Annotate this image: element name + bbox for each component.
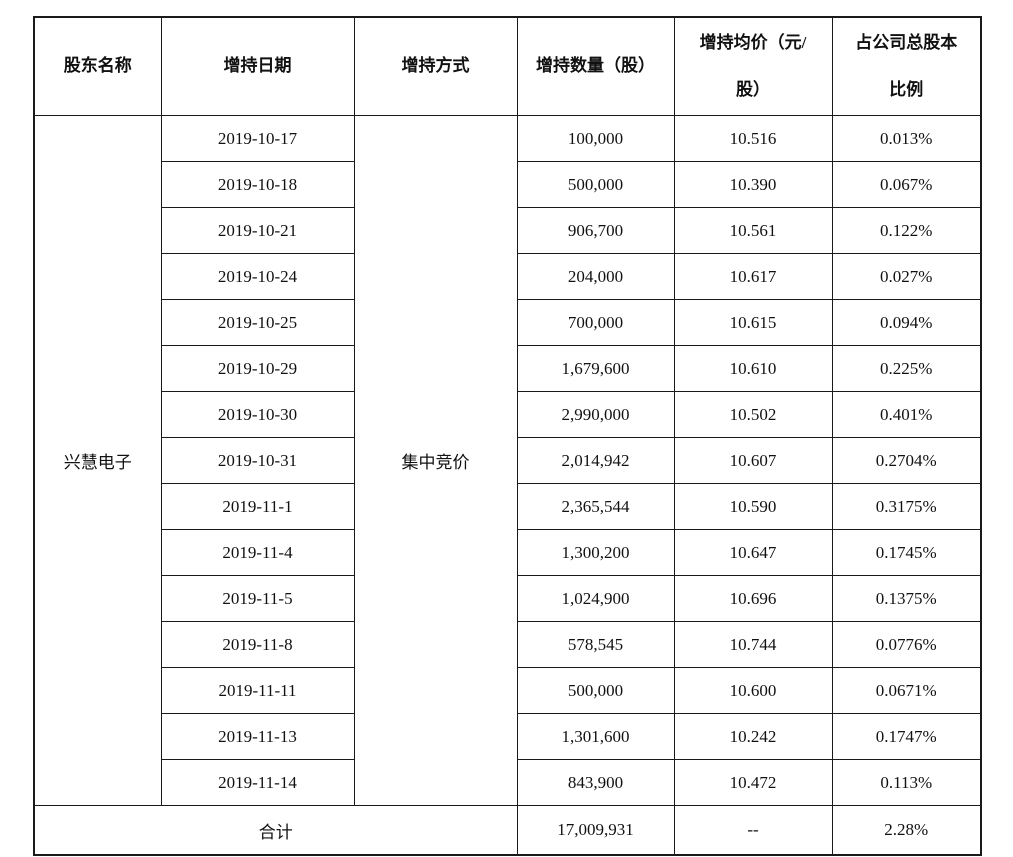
header-purchase-method: 增持方式 [353,16,518,116]
table-row: 2019-10-18 500,000 10.390 0.067% [34,161,982,208]
avg-price-cell: 10.600 [673,667,833,714]
avg-price-cell: 10.516 [673,115,833,162]
avg-price-cell: 10.561 [673,207,833,254]
avg-price-cell: 10.390 [673,161,833,208]
pct-cell: 0.225% [831,345,982,392]
date-cell: 2019-11-13 [160,713,355,760]
avg-price-cell: 10.610 [673,345,833,392]
table-row: 2019-10-25 700,000 10.615 0.094% [34,299,982,346]
quantity-cell: 2,014,942 [516,437,675,484]
quantity-cell: 2,365,544 [516,483,675,530]
quantity-cell: 906,700 [516,207,675,254]
shareholder-cell: 兴慧电子 [33,115,162,806]
avg-price-cell: 10.502 [673,391,833,438]
avg-price-cell: 10.590 [673,483,833,530]
table-row: 2019-11-4 1,300,200 10.647 0.1745% [34,529,982,576]
date-cell: 2019-11-8 [160,621,355,668]
avg-price-cell: 10.242 [673,713,833,760]
date-cell: 2019-11-11 [160,667,355,714]
quantity-cell: 500,000 [516,161,675,208]
table-footer: 合计 17,009,931 -- 2.28% [33,805,982,856]
header-purchase-quantity: 增持数量（股） [516,16,675,116]
header-share-percentage: 占公司总股本 比例 [831,16,982,116]
quantity-cell: 1,300,200 [516,529,675,576]
header-average-price: 增持均价（元/ 股） [673,16,833,116]
header-purchase-date: 增持日期 [160,16,355,116]
share-purchase-table: 股东名称 增持日期 增持方式 增持数量（股） 增持均价（元/ 股） 占公司总股本… [33,16,982,856]
pct-cell: 0.1745% [831,529,982,576]
pct-cell: 0.1375% [831,575,982,622]
avg-price-cell: 10.607 [673,437,833,484]
date-cell: 2019-10-31 [160,437,355,484]
avg-price-cell: 10.617 [673,253,833,300]
quantity-cell: 500,000 [516,667,675,714]
date-cell: 2019-10-18 [160,161,355,208]
total-quantity-cell: 17,009,931 [516,805,675,856]
date-cell: 2019-11-1 [160,483,355,530]
pct-cell: 0.0671% [831,667,982,714]
table-row: 2019-10-30 2,990,000 10.502 0.401% [34,391,982,438]
method-cell: 集中竞价 [353,115,518,806]
pct-cell: 0.2704% [831,437,982,484]
date-cell: 2019-10-17 [160,115,355,162]
table-row: 2019-10-29 1,679,600 10.610 0.225% [34,345,982,392]
pct-cell: 0.1747% [831,713,982,760]
table-header: 股东名称 增持日期 增持方式 增持数量（股） 增持均价（元/ 股） 占公司总股本… [33,16,982,116]
pct-cell: 0.094% [831,299,982,346]
pct-cell: 0.113% [831,759,982,806]
table-row: 2019-11-13 1,301,600 10.242 0.1747% [34,713,982,760]
table-body: 兴慧电子 2019-10-17 集中竞价 100,000 10.516 0.013% 201… [33,115,982,806]
quantity-cell: 1,301,600 [516,713,675,760]
pct-cell: 0.013% [831,115,982,162]
date-cell: 2019-11-4 [160,529,355,576]
total-avg-price-cell: -- [673,805,833,856]
pct-cell: 0.3175% [831,483,982,530]
table-row: 2019-11-5 1,024,900 10.696 0.1375% [34,575,982,622]
avg-price-cell: 10.615 [673,299,833,346]
table-row: 2019-10-24 204,000 10.617 0.027% [34,253,982,300]
pct-cell: 0.067% [831,161,982,208]
date-cell: 2019-10-30 [160,391,355,438]
avg-price-cell: 10.647 [673,529,833,576]
pct-cell: 0.027% [831,253,982,300]
table-row: 2019-11-11 500,000 10.600 0.0671% [34,667,982,714]
quantity-cell: 578,545 [516,621,675,668]
quantity-cell: 1,679,600 [516,345,675,392]
date-cell: 2019-11-5 [160,575,355,622]
quantity-cell: 100,000 [516,115,675,162]
total-pct-cell: 2.28% [831,805,982,856]
table-row: 兴慧电子 2019-10-17 集中竞价 100,000 10.516 0.013% [33,115,982,806]
table-row: 2019-10-21 906,700 10.561 0.122% [34,207,982,254]
table-row: 2019-10-31 2,014,942 10.607 0.2704% [34,437,982,484]
quantity-cell: 2,990,000 [516,391,675,438]
total-row: 合计 17,009,931 -- 2.28% [33,805,982,856]
table-row: 2019-11-1 2,365,544 10.590 0.3175% [34,483,982,530]
quantity-cell: 843,900 [516,759,675,806]
date-cell: 2019-10-29 [160,345,355,392]
avg-price-cell: 10.472 [673,759,833,806]
avg-price-cell: 10.696 [673,575,833,622]
header-row: 股东名称 增持日期 增持方式 增持数量（股） 增持均价（元/ 股） 占公司总股本… [33,16,982,116]
date-cell: 2019-10-24 [160,253,355,300]
avg-price-cell: 10.744 [673,621,833,668]
date-cell: 2019-11-14 [160,759,355,806]
total-label-cell: 合计 [33,805,518,856]
quantity-cell: 700,000 [516,299,675,346]
date-cell: 2019-10-25 [160,299,355,346]
pct-cell: 0.122% [831,207,982,254]
pct-cell: 0.401% [831,391,982,438]
date-cell: 2019-10-21 [160,207,355,254]
quantity-cell: 204,000 [516,253,675,300]
pct-cell: 0.0776% [831,621,982,668]
quantity-cell: 1,024,900 [516,575,675,622]
header-shareholder-name: 股东名称 [33,16,162,116]
table-row: 2019-11-14 843,900 10.472 0.113% [34,759,982,806]
